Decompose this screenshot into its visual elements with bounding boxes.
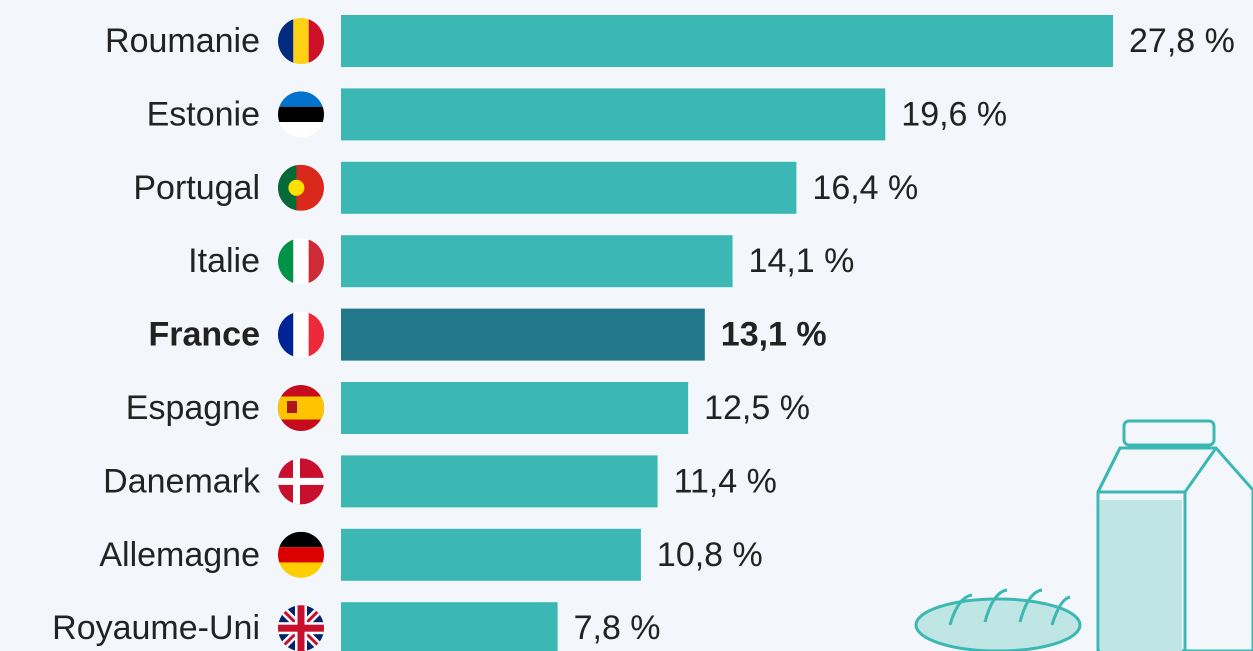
flag-part	[278, 547, 324, 562]
category-label: Portugal	[133, 169, 260, 207]
flag-icon	[278, 458, 324, 504]
value-label: 10,8 %	[657, 536, 763, 574]
value-label: 13,1 %	[721, 316, 827, 354]
value-label: 16,4 %	[812, 169, 918, 207]
value-label: 7,8 %	[574, 609, 661, 647]
flag-icon	[278, 605, 324, 651]
value-label: 12,5 %	[704, 389, 810, 427]
flag-part	[293, 238, 308, 284]
flag-part	[288, 180, 304, 196]
category-label: Allemagne	[99, 536, 260, 574]
value-label: 11,4 %	[674, 462, 777, 500]
category-label: Estonie	[147, 95, 260, 133]
page: Roumanie 27,8 % Estonie 19,6 % Portugal 16,4 …	[0, 0, 1253, 651]
category-label: Royaume-Uni	[52, 609, 260, 647]
bar	[341, 382, 688, 434]
category-label: France	[149, 316, 261, 354]
bar	[341, 88, 885, 140]
flag-part	[293, 312, 308, 358]
flag-icon	[278, 385, 324, 431]
bar	[341, 235, 733, 287]
flag-part	[278, 478, 324, 485]
category-label: Espagne	[126, 389, 260, 427]
flag-part	[287, 401, 297, 413]
category-label: Danemark	[103, 462, 261, 500]
flag-icon	[278, 165, 324, 211]
category-label: Roumanie	[105, 22, 260, 60]
bar	[341, 309, 705, 361]
category-label: Italie	[188, 242, 260, 280]
flag-part	[278, 625, 324, 632]
bar	[341, 602, 558, 651]
bar	[341, 455, 658, 507]
bar	[341, 15, 1113, 67]
chart: Roumanie 27,8 % Estonie 19,6 % Portugal 16,4 …	[0, 0, 1253, 651]
flag-part	[278, 397, 324, 420]
bar	[341, 162, 796, 214]
value-label: 19,6 %	[901, 95, 1007, 133]
flag-part	[278, 107, 324, 122]
value-label: 14,1 %	[749, 242, 855, 280]
value-label: 27,8 %	[1129, 22, 1235, 60]
flag-part	[293, 18, 308, 64]
bar	[341, 529, 641, 581]
